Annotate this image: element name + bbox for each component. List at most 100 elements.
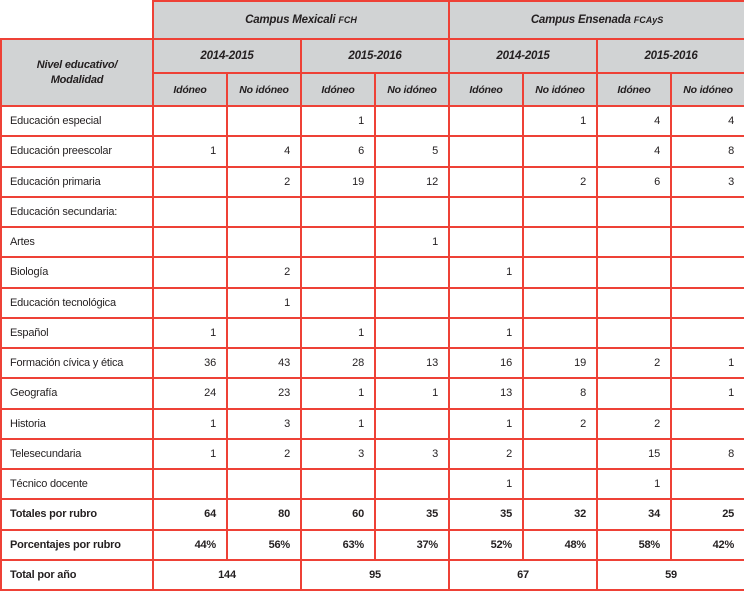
empty-corner-cell <box>1 1 154 40</box>
campus-header-ensenada: Campus Ensenada FCAyS <box>448 0 744 40</box>
cell-value <box>596 316 673 350</box>
campus-acronym: FCAyS <box>633 15 664 25</box>
suitability-header-row: Idóneo No idóneo Idóneo No idóneo Idóneo… <box>1 72 744 107</box>
percentage-value: 56% <box>226 528 302 561</box>
row-axis-label-line1: Nivel educativo/ <box>36 58 118 71</box>
cell-value: 6 <box>300 135 376 168</box>
cell-value <box>522 316 599 350</box>
cell-value: 1 <box>152 437 228 471</box>
percentage-value: 48% <box>522 528 599 561</box>
subheader: No idóneo <box>670 72 744 107</box>
cell-value <box>300 286 376 319</box>
total-value: 34 <box>596 498 673 531</box>
cell-value <box>448 135 525 168</box>
cell-value <box>373 195 451 229</box>
table-row: Historia 1 3 1 1 2 2 <box>0 407 744 440</box>
cell-value: 12 <box>373 165 451 198</box>
cell-value <box>596 225 673 259</box>
cell-value <box>152 225 228 259</box>
cell-value <box>522 467 599 501</box>
cell-value: 1 <box>152 316 228 350</box>
table-row: Técnico docente 1 1 <box>0 467 744 501</box>
subheader: Idóneo <box>300 72 376 107</box>
table-row: Educación especial 1 1 4 4 <box>0 104 744 138</box>
table-row: Formación cívica y ética 36 43 28 13 16 19 2 1 <box>0 346 744 380</box>
total-value: 80 <box>226 498 302 531</box>
subheader: No idóneo <box>522 72 599 107</box>
row-label: Educación secundaria: <box>0 195 154 229</box>
cell-value <box>300 195 376 229</box>
cell-value <box>373 256 451 289</box>
total-value: 35 <box>373 498 451 531</box>
row-label: Técnico docente <box>0 467 154 501</box>
percentages-row: Porcentajes por rubro 44% 56% 63% 37% 52% 48% 5… <box>0 528 744 561</box>
percentage-value: 44% <box>152 528 228 561</box>
cell-value: 2 <box>448 437 525 471</box>
cell-value: 13 <box>448 377 525 410</box>
cell-value: 3 <box>373 437 451 471</box>
subheader: Idóneo <box>448 72 525 107</box>
cell-value: 1 <box>226 286 302 319</box>
cell-value <box>152 256 228 289</box>
cell-value <box>670 195 744 229</box>
cell-value <box>448 195 525 229</box>
campus-name: Campus Ensenada <box>530 14 631 26</box>
table-row: Geografía 24 23 1 1 13 8 1 <box>0 377 744 410</box>
campus-acronym: FCH <box>338 15 357 25</box>
cell-value: 1 <box>373 225 451 259</box>
cell-value <box>670 225 744 259</box>
cell-value <box>596 286 673 319</box>
row-axis-label-line2: Modalidad <box>50 73 104 86</box>
cell-value <box>596 256 673 289</box>
cell-value: 15 <box>596 437 673 471</box>
table-row: Telesecundaria 1 2 3 3 2 15 8 <box>0 437 744 471</box>
cell-value: 8 <box>522 377 599 410</box>
cell-value: 1 <box>670 377 744 410</box>
cell-value: 1 <box>152 135 228 168</box>
cell-value: 8 <box>670 437 744 471</box>
cell-value: 4 <box>670 104 744 138</box>
row-axis-header: Nivel educativo/ Modalidad <box>0 38 154 107</box>
cell-value: 3 <box>300 437 376 471</box>
cell-value: 23 <box>226 377 302 410</box>
table-row: Artes 1 <box>0 225 744 259</box>
cell-value <box>373 104 451 138</box>
cell-value: 1 <box>300 377 376 410</box>
row-label: Porcentajes por rubro <box>0 528 154 561</box>
cell-value: 36 <box>152 346 228 380</box>
cell-value: 2 <box>596 407 673 440</box>
row-label: Totales por rubro <box>0 498 154 531</box>
year-total-value: 95 <box>299 558 451 591</box>
cell-value: 1 <box>300 316 376 350</box>
cell-value: 3 <box>226 407 302 440</box>
cell-value <box>522 195 599 229</box>
year-totals-row: Total por año 144 95 67 59 <box>0 558 744 591</box>
cell-value: 1 <box>522 104 599 138</box>
cell-value <box>373 286 451 319</box>
row-label: Geografía <box>0 377 154 410</box>
cell-value: 1 <box>373 377 451 410</box>
cell-value: 3 <box>670 165 744 198</box>
row-label: Educación preescolar <box>0 135 154 168</box>
table-row: Educación preescolar 1 4 6 5 4 8 <box>0 135 744 168</box>
row-label: Formación cívica y ética <box>0 346 154 380</box>
year-total-value: 67 <box>448 558 599 591</box>
cell-value: 1 <box>670 346 744 380</box>
cell-value <box>596 195 673 229</box>
cell-value: 19 <box>300 165 376 198</box>
cell-value: 13 <box>373 346 451 380</box>
total-value: 32 <box>522 498 599 531</box>
cell-value <box>670 467 744 501</box>
cell-value <box>300 256 376 289</box>
cell-value: 24 <box>152 377 228 410</box>
percentage-value: 63% <box>300 528 376 561</box>
year-header: 2015-2016 <box>299 38 451 74</box>
cell-value: 2 <box>226 437 302 471</box>
cell-value: 1 <box>448 256 525 289</box>
cell-value <box>226 225 302 259</box>
cell-value <box>152 286 228 319</box>
cell-value: 5 <box>373 135 451 168</box>
cell-value: 2 <box>226 165 302 198</box>
cell-value: 16 <box>448 346 525 380</box>
cell-value: 1 <box>596 467 673 501</box>
